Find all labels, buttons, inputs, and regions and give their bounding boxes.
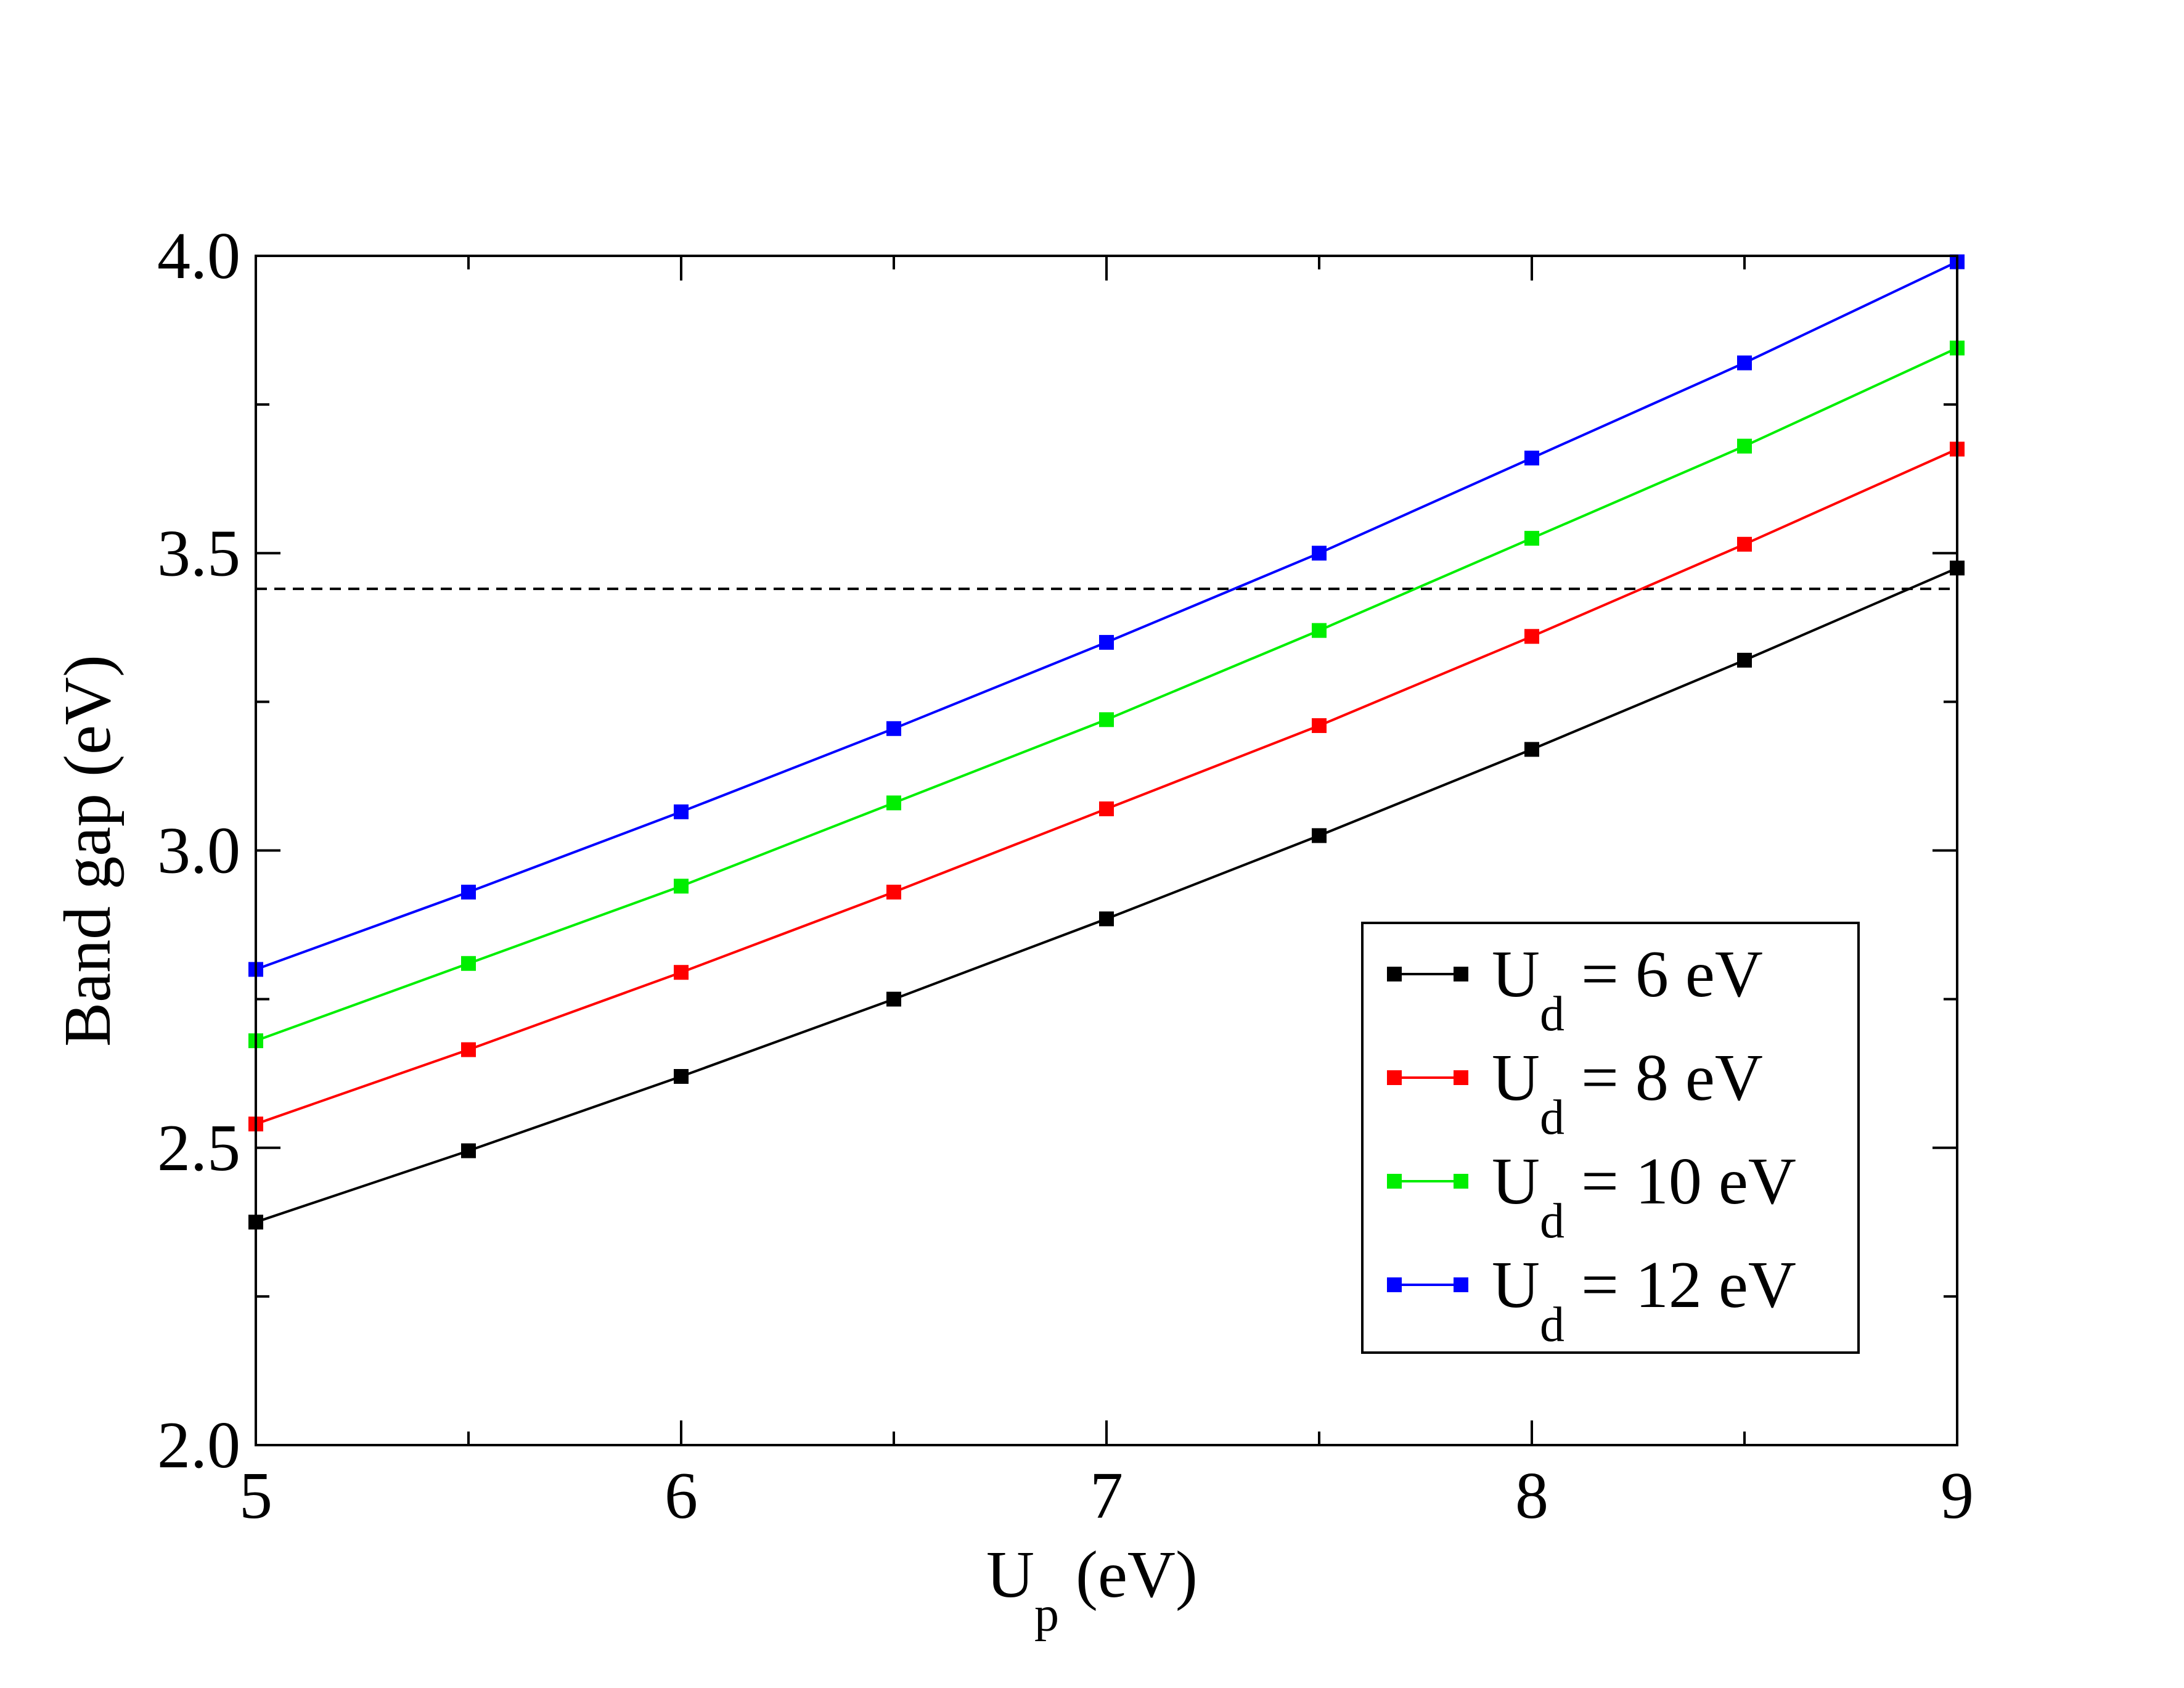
legend-box: [1361, 922, 1860, 1354]
legend-marker-end-4: [1454, 1277, 1468, 1292]
legend-label-subscript: d: [1540, 1298, 1564, 1352]
legend-marker-start-1: [1387, 967, 1402, 981]
legend-marker-start-2: [1387, 1070, 1402, 1085]
legend-marker-end-3: [1454, 1174, 1468, 1189]
axis-ticks: [255, 255, 1958, 1446]
x-tick-label: 6: [665, 1459, 698, 1533]
series-2-point: [674, 965, 689, 980]
legend-label-subscript: d: [1540, 1194, 1564, 1248]
x-tick-label: 5: [239, 1459, 272, 1533]
series-3-point: [674, 879, 689, 894]
series-4-point: [1099, 634, 1114, 650]
series-3-point: [1737, 438, 1752, 454]
series-1-point: [674, 1069, 689, 1084]
legend-label-3: Ud = 10 eV: [1492, 1145, 1796, 1248]
x-tick-label: 8: [1515, 1459, 1548, 1533]
y-tick-label: 4.0: [157, 219, 240, 293]
series-3-point: [1312, 623, 1327, 638]
series-1-point: [1312, 828, 1327, 843]
tick-labels: 5 6 7 8 9 2.0 2.5 3.0 3.5 4.0: [157, 219, 1974, 1533]
legend-label-1: Ud = 6 eV: [1492, 938, 1763, 1041]
legend-marker-start-3: [1387, 1174, 1402, 1189]
series-2-point: [1737, 536, 1752, 552]
legend-label-subscript: d: [1540, 1091, 1564, 1145]
x-tick-label: 7: [1090, 1459, 1123, 1533]
series-4-point: [1524, 450, 1539, 465]
legend-label-main: U: [1492, 1041, 1540, 1115]
legend-label-main: U: [1492, 938, 1540, 1011]
y-axis-title: Band gap (eV): [51, 655, 125, 1047]
legend-label-main: U: [1492, 1145, 1540, 1218]
series-3-point: [461, 956, 476, 971]
legend-label-rest: = 6 eV: [1564, 938, 1763, 1011]
y-tick-label: 2.5: [157, 1112, 240, 1185]
series-4-point: [674, 804, 689, 819]
series-2-point: [1524, 629, 1539, 644]
x-axis-title-subscript: p: [1034, 1588, 1059, 1642]
series-3-point: [1524, 531, 1539, 546]
legend-label-2: Ud = 8 eV: [1492, 1041, 1763, 1145]
legend-label-subscript: d: [1540, 987, 1564, 1041]
series-1-point: [886, 991, 901, 1007]
legend-label-rest: = 8 eV: [1564, 1041, 1763, 1115]
series-4-point: [886, 721, 901, 736]
series-2-point: [461, 1042, 476, 1057]
plot-frame: [255, 255, 1958, 1446]
series-1-point: [1737, 652, 1752, 668]
y-tick-label: 2.0: [157, 1409, 240, 1482]
y-tick-label: 3.5: [157, 517, 240, 590]
legend-marker-end-2: [1454, 1070, 1468, 1085]
series-1-point: [461, 1143, 476, 1158]
series-3-point: [886, 795, 901, 811]
x-tick-label: 9: [1941, 1459, 1974, 1533]
legend-marker-start-4: [1387, 1277, 1402, 1292]
series-2-point: [1099, 801, 1114, 816]
x-axis-title: Up (eV): [986, 1538, 1198, 1642]
x-axis-title-main: U: [986, 1538, 1034, 1612]
legend-marker-end-1: [1454, 967, 1468, 981]
series-2-point: [1312, 718, 1327, 733]
legend-label-4: Ud = 12 eV: [1492, 1248, 1796, 1352]
y-tick-label: 3.0: [157, 814, 240, 888]
legend-label-rest: = 12 eV: [1564, 1248, 1796, 1322]
series-1-point: [1099, 911, 1114, 927]
legend-label-main: U: [1492, 1248, 1540, 1322]
legend-label-rest: = 10 eV: [1564, 1145, 1796, 1218]
series-4-point: [461, 885, 476, 900]
series-3-point: [1099, 712, 1114, 727]
x-axis-title-unit: (eV): [1059, 1538, 1198, 1612]
series-1-point: [1524, 742, 1539, 757]
series-4-point: [1312, 546, 1327, 561]
series-4-point: [1737, 355, 1752, 371]
series-2-point: [886, 885, 901, 900]
